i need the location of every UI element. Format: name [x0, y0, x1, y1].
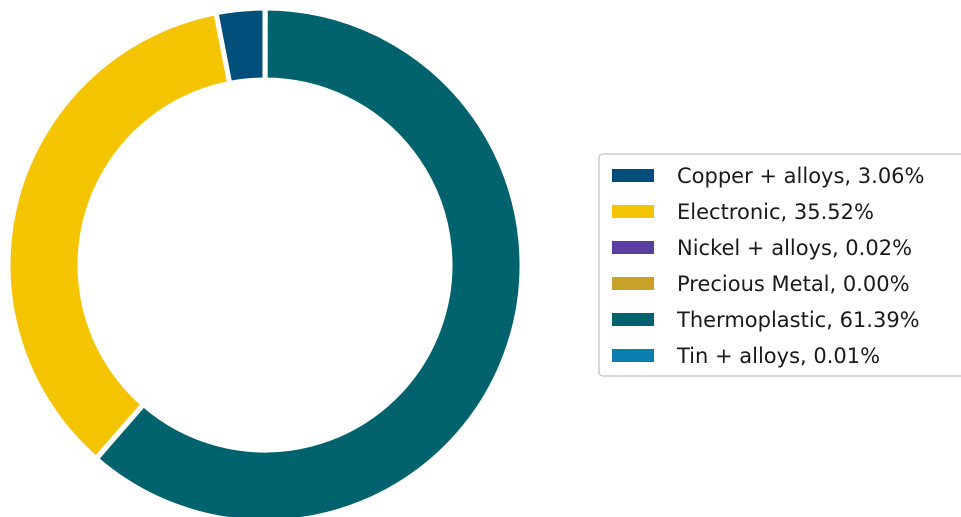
legend-frame: [598, 153, 961, 377]
legend-swatch: [612, 169, 654, 182]
legend-swatch: [612, 205, 654, 218]
legend: Copper + alloys, 3.06% Electronic, 35.52%…: [598, 153, 961, 377]
legend-swatch: [612, 313, 654, 326]
legend-label: Thermoplastic, 61.39%: [676, 308, 920, 332]
legend-items: Copper + alloys, 3.06% Electronic, 35.52%…: [612, 164, 925, 368]
legend-label: Precious Metal, 0.00%: [677, 272, 910, 296]
legend-label: Copper + alloys, 3.06%: [677, 164, 925, 188]
legend-label: Nickel + alloys, 0.02%: [677, 236, 912, 260]
legend-label: Tin + alloys, 0.01%: [676, 344, 880, 368]
legend-swatch: [612, 349, 654, 362]
slice-electronic: [5, 9, 233, 463]
donut-slices: [5, 5, 525, 517]
legend-swatch: [612, 241, 654, 254]
slice-thermoplastic: [92, 5, 525, 517]
legend-swatch: [612, 277, 654, 290]
legend-label: Electronic, 35.52%: [677, 200, 874, 224]
